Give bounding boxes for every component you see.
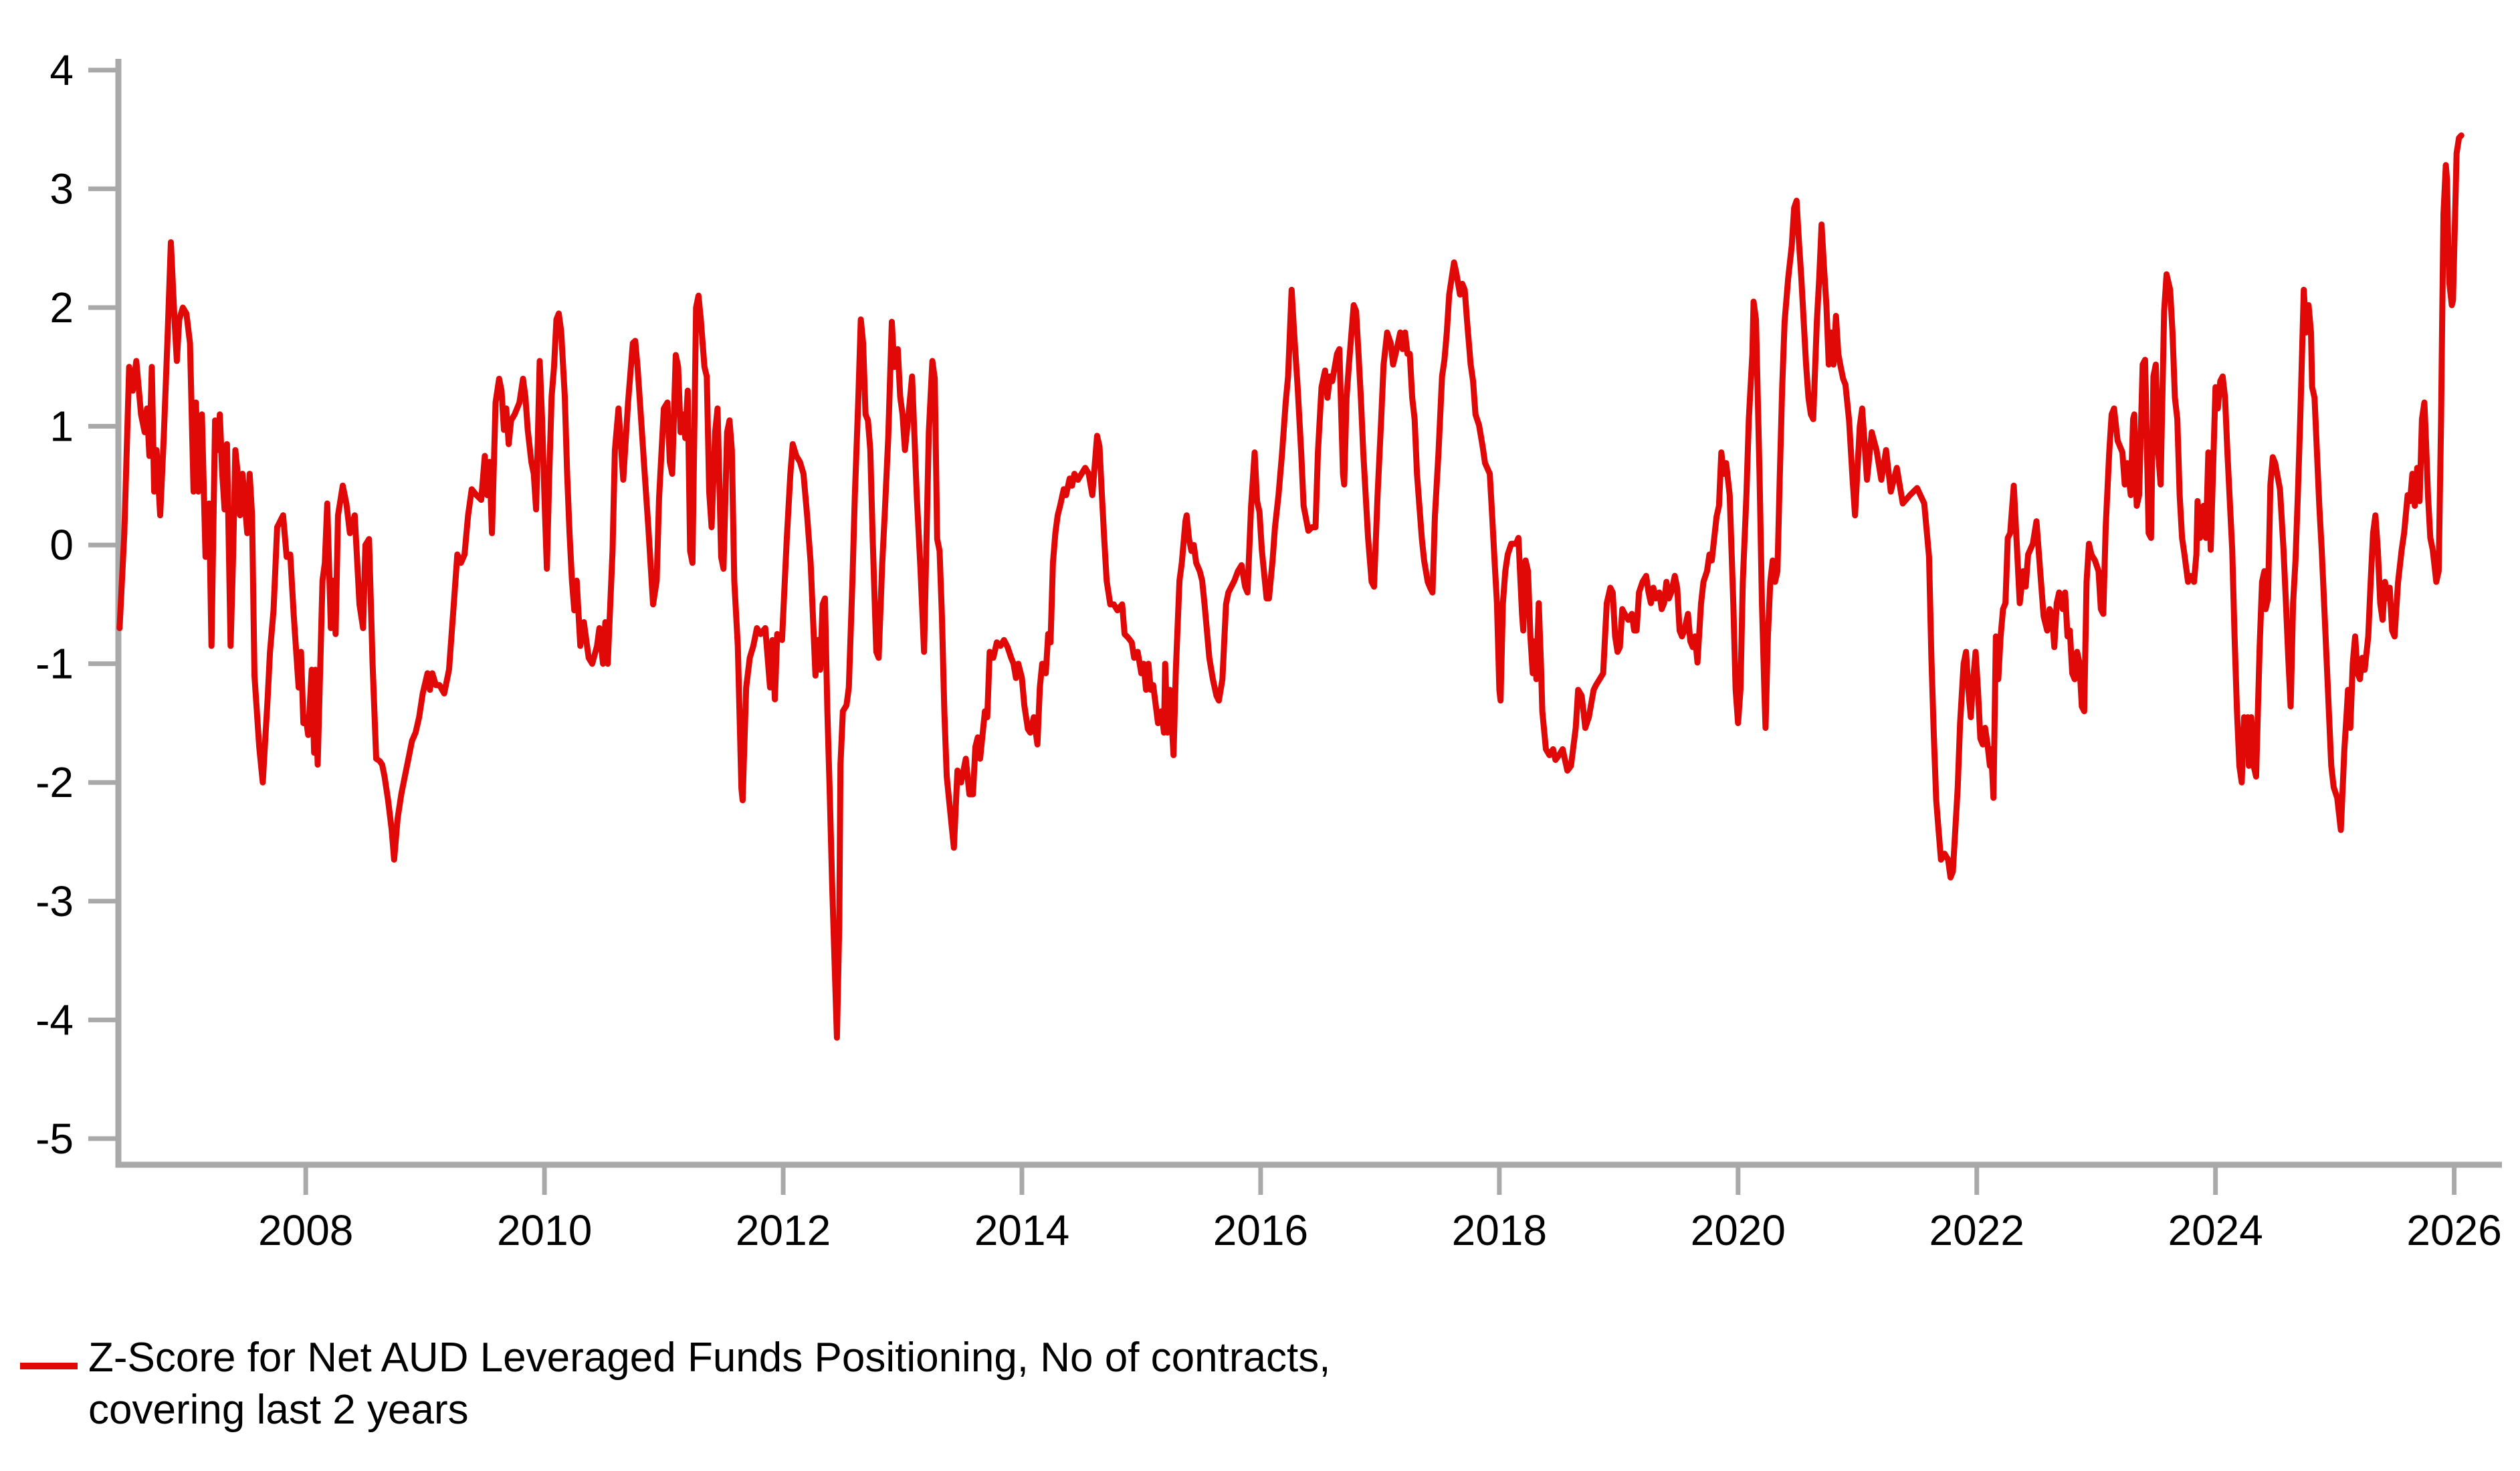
x-tick-label: 2018: [1452, 1206, 1547, 1254]
legend: Z-Score for Net AUD Leveraged Funds Posi…: [20, 1332, 1330, 1436]
y-tick-label: 4: [49, 46, 74, 94]
legend-label: Z-Score for Net AUD Leveraged Funds Posi…: [88, 1332, 1330, 1436]
zscore-series-line: [116, 132, 2464, 1041]
y-tick-label: -3: [35, 877, 74, 925]
legend-line-swatch: [20, 1363, 78, 1369]
x-tick-label: 2010: [497, 1206, 592, 1254]
x-tick-label: 2022: [1929, 1206, 2024, 1254]
x-tick-label: 2026: [2406, 1206, 2501, 1254]
x-tick-label: 2016: [1213, 1206, 1308, 1254]
y-tick-label: 0: [49, 521, 74, 569]
x-tick-label: 2012: [736, 1206, 831, 1254]
x-tick-label: 2024: [2168, 1206, 2263, 1254]
x-tick-label: 2020: [1691, 1206, 1786, 1254]
y-tick-label: 1: [49, 403, 74, 451]
y-tick-label: 2: [49, 284, 74, 332]
y-tick-label: -5: [35, 1115, 74, 1163]
x-tick-label: 2014: [974, 1206, 1069, 1254]
legend-label-line1: Z-Score for Net AUD Leveraged Funds Posi…: [88, 1335, 1331, 1381]
y-tick-label: -4: [35, 996, 74, 1044]
y-tick-label: 3: [49, 164, 74, 213]
y-tick-label: -1: [35, 640, 74, 688]
legend-label-line2: covering last 2 years: [88, 1387, 469, 1433]
x-tick-label: 2008: [258, 1206, 353, 1254]
y-tick-label: -2: [35, 758, 74, 806]
